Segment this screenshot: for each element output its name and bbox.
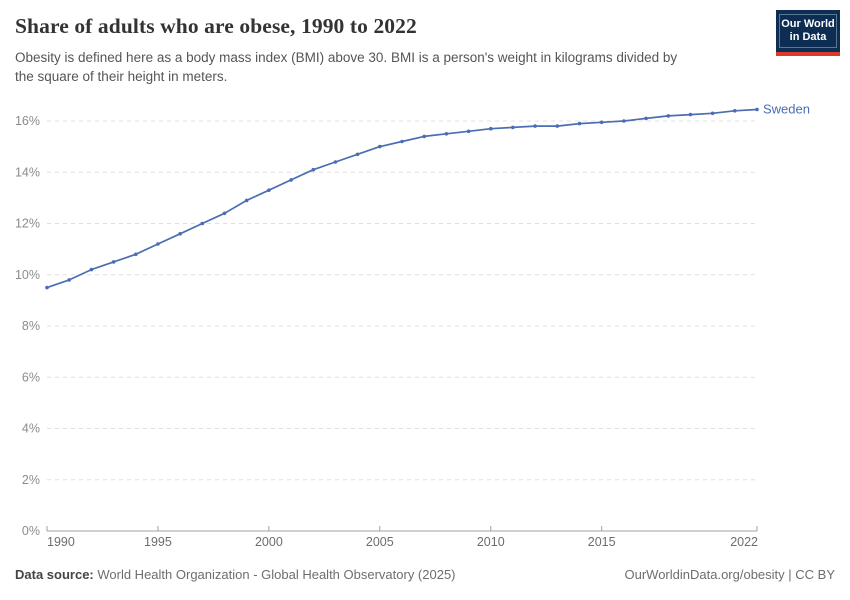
data-point[interactable]: [511, 125, 515, 130]
data-point[interactable]: [378, 144, 382, 149]
data-point[interactable]: [710, 111, 715, 116]
data-source-text: World Health Organization - Global Healt…: [93, 567, 456, 582]
data-point[interactable]: [422, 134, 427, 139]
data-point[interactable]: [333, 160, 338, 164]
data-point[interactable]: [311, 167, 316, 172]
data-point[interactable]: [289, 178, 293, 182]
owid-logo-box: Our World in Data: [776, 10, 840, 52]
owid-logo-line2: in Data: [789, 31, 827, 43]
chart-footer: Data source: World Health Organization -…: [15, 567, 835, 582]
x-axis-tick-label: 2010: [477, 535, 505, 549]
data-point[interactable]: [555, 124, 560, 128]
data-point[interactable]: [244, 198, 249, 203]
data-point[interactable]: [400, 139, 404, 144]
data-point[interactable]: [200, 221, 205, 226]
data-point[interactable]: [444, 132, 449, 136]
data-point[interactable]: [533, 124, 537, 128]
x-axis-tick-label: 2005: [366, 535, 394, 549]
data-point[interactable]: [466, 129, 471, 134]
y-axis-tick-label: 4%: [22, 422, 40, 436]
data-point[interactable]: [666, 114, 671, 118]
data-point[interactable]: [489, 126, 493, 131]
chart-header: Share of adults who are obese, 1990 to 2…: [15, 14, 760, 86]
data-point[interactable]: [355, 152, 360, 157]
x-axis-tick-label: 2015: [588, 535, 616, 549]
data-source-label: Data source:: [15, 567, 94, 582]
line-chart-svg: 0% 2% 4% 6% 8% 10% 12% 14% 16% 1990 1995 2000 2005 20…: [15, 102, 810, 549]
data-point[interactable]: [222, 211, 227, 216]
page-title: Share of adults who are obese, 1990 to 2…: [15, 14, 417, 38]
trend-line: [46, 108, 758, 289]
y-axis-tick-label: 0%: [22, 524, 40, 538]
data-point[interactable]: [178, 232, 182, 236]
data-point[interactable]: [45, 285, 49, 290]
y-axis-tick-label: 6%: [22, 370, 40, 384]
y-axis-tick-label: 16%: [15, 114, 40, 128]
x-axis-tick-label: 1995: [144, 535, 172, 549]
y-axis-tick-label: 14%: [15, 165, 40, 179]
x-axis-tick-label: 2022: [730, 535, 758, 549]
data-point[interactable]: [111, 260, 116, 264]
chart-subtitle: Obesity is defined here as a body mass i…: [15, 50, 678, 85]
data-point[interactable]: [267, 188, 271, 192]
data-point[interactable]: [755, 107, 759, 112]
data-point[interactable]: [688, 112, 693, 117]
data-point[interactable]: [89, 267, 94, 272]
data-source: Data source: World Health Organization -…: [15, 567, 456, 582]
data-point[interactable]: [577, 121, 582, 126]
owid-logo: Our World in Data: [776, 10, 840, 56]
credit-link[interactable]: OurWorldinData.org/obesity | CC BY: [624, 567, 836, 582]
data-point[interactable]: [733, 109, 737, 113]
line-chart: 0% 2% 4% 6% 8% 10% 12% 14% 16% 1990 1995 2000 2005 20…: [0, 95, 850, 560]
x-axis-tick-label: 2000: [255, 535, 283, 549]
data-point[interactable]: [156, 242, 160, 246]
owid-logo-stripe: [776, 52, 840, 56]
data-point[interactable]: [622, 119, 626, 123]
data-point[interactable]: [644, 116, 648, 121]
y-axis-tick-label: 12%: [15, 217, 40, 231]
series-end-label[interactable]: Sweden: [763, 102, 810, 117]
data-point[interactable]: [599, 120, 604, 125]
data-point[interactable]: [134, 252, 138, 257]
owid-logo-text: Our World in Data: [779, 14, 837, 48]
x-axis-tick-label: 1990: [47, 535, 75, 549]
y-axis-tick-label: 2%: [22, 473, 40, 487]
data-point[interactable]: [67, 278, 71, 282]
y-axis-tick-label: 10%: [15, 268, 40, 282]
y-axis-tick-label: 8%: [22, 319, 40, 333]
owid-logo-line1: Our World: [781, 18, 835, 30]
